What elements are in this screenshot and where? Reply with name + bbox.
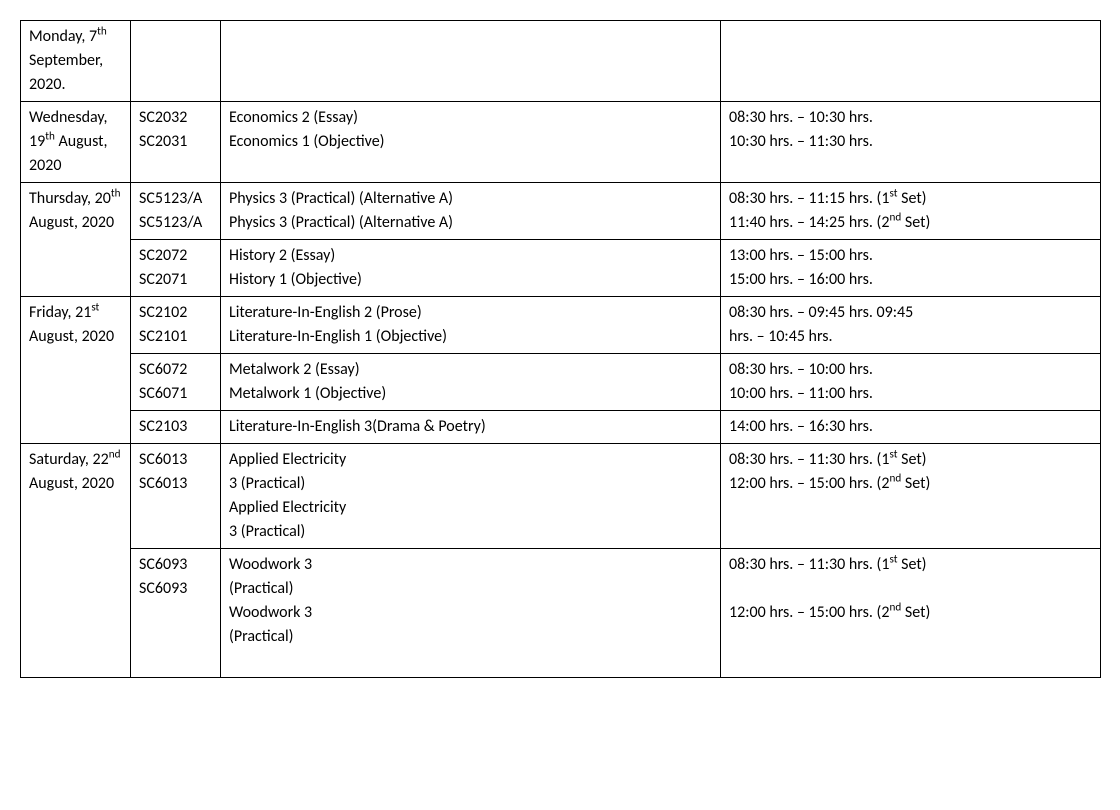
time-cell: 08:30 hrs. – 11:30 hrs. (1st Set)12:00 h… [721,549,1101,678]
date-cell: Thursday, 20th August, 2020 [21,183,131,297]
exam-timetable: Monday, 7th September, 2020.Wednesday, 1… [20,20,1101,678]
table-row: Monday, 7th September, 2020. [21,21,1101,102]
table-row: SC2072SC2071History 2 (Essay)History 1 (… [21,240,1101,297]
time-cell [721,21,1101,102]
date-cell: Wednesday, 19th August, 2020 [21,102,131,183]
code-cell: SC6093SC6093 [131,549,221,678]
code-cell: SC2102SC2101 [131,297,221,354]
code-cell: SC5123/ASC5123/A [131,183,221,240]
time-cell: 14:00 hrs. – 16:30 hrs. [721,411,1101,444]
table-row: SC6093SC6093Woodwork 3(Practical)Woodwor… [21,549,1101,678]
time-cell: 08:30 hrs. – 11:30 hrs. (1st Set)12:00 h… [721,444,1101,549]
table-row: SC2103Literature-In-English 3(Drama & Po… [21,411,1101,444]
code-cell [131,21,221,102]
table-row: Wednesday, 19th August, 2020SC2032SC2031… [21,102,1101,183]
date-cell: Saturday, 22nd August, 2020 [21,444,131,678]
time-cell: 08:30 hrs. – 10:00 hrs.10:00 hrs. – 11:0… [721,354,1101,411]
table-row: SC6072SC6071Metalwork 2 (Essay)Metalwork… [21,354,1101,411]
subject-cell: Literature-In-English 3(Drama & Poetry) [221,411,721,444]
code-cell: SC2103 [131,411,221,444]
subject-cell: Woodwork 3(Practical)Woodwork 3(Practica… [221,549,721,678]
subject-cell: Physics 3 (Practical) (Alternative A)Phy… [221,183,721,240]
time-cell: 08:30 hrs. – 10:30 hrs.10:30 hrs. – 11:3… [721,102,1101,183]
code-cell: SC6072SC6071 [131,354,221,411]
subject-cell: History 2 (Essay)History 1 (Objective) [221,240,721,297]
subject-cell: Metalwork 2 (Essay)Metalwork 1 (Objectiv… [221,354,721,411]
table-row: Thursday, 20th August, 2020SC5123/ASC512… [21,183,1101,240]
code-cell: SC2032SC2031 [131,102,221,183]
table-row: Saturday, 22nd August, 2020SC6013SC6013A… [21,444,1101,549]
subject-cell [221,21,721,102]
code-cell: SC6013SC6013 [131,444,221,549]
time-cell: 08:30 hrs. – 09:45 hrs. 09:45hrs. – 10:4… [721,297,1101,354]
subject-cell: Applied Electricity3 (Practical)Applied … [221,444,721,549]
subject-cell: Economics 2 (Essay)Economics 1 (Objectiv… [221,102,721,183]
code-cell: SC2072SC2071 [131,240,221,297]
subject-cell: Literature-In-English 2 (Prose)Literatur… [221,297,721,354]
time-cell: 08:30 hrs. – 11:15 hrs. (1st Set)11:40 h… [721,183,1101,240]
date-cell: Monday, 7th September, 2020. [21,21,131,102]
table-row: Friday, 21st August, 2020SC2102SC2101Lit… [21,297,1101,354]
date-cell: Friday, 21st August, 2020 [21,297,131,444]
time-cell: 13:00 hrs. – 15:00 hrs.15:00 hrs. – 16:0… [721,240,1101,297]
